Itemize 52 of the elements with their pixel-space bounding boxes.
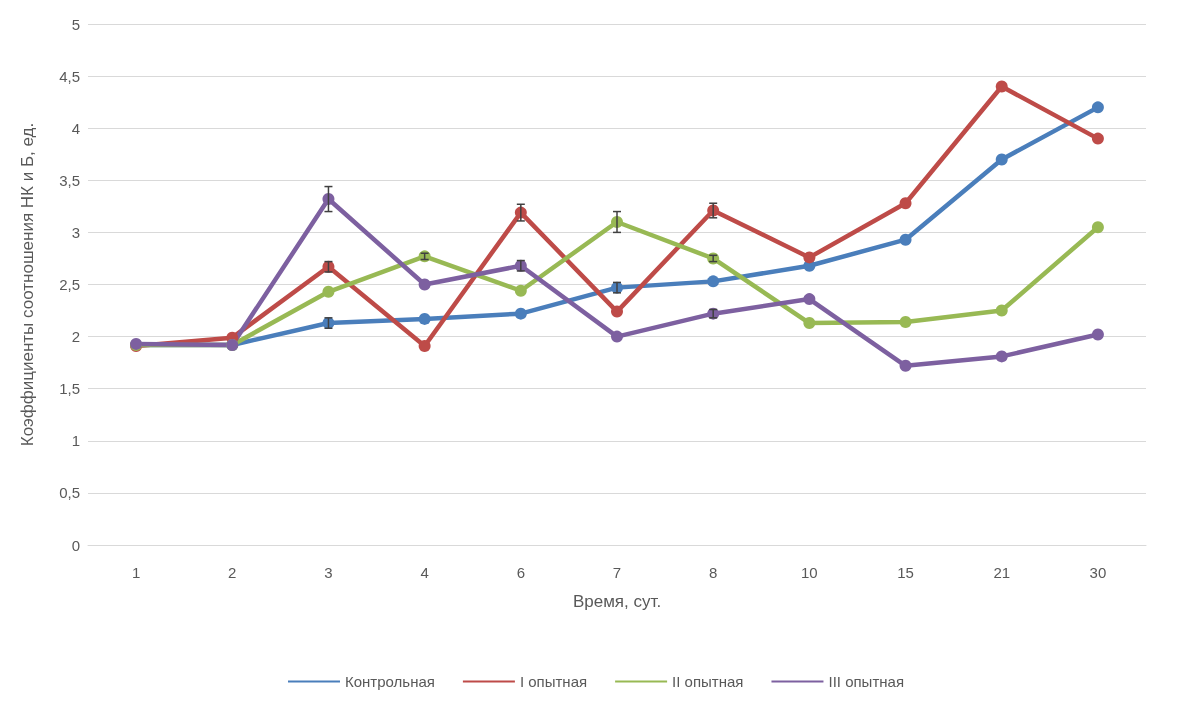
y-tick-label: 0,5 [59,484,80,502]
x-tick-label: 1 [131,564,141,581]
legend-label: III опытная [828,673,905,690]
point [514,284,527,297]
x-tick-label: 3 [324,564,333,581]
x-tick-label: 8 [709,564,718,581]
point [1091,221,1104,234]
x-tick-label: 30 [1089,564,1107,581]
legend-label: Контрольная [345,673,435,690]
point [418,339,431,352]
y-tick-label: 2 [71,328,80,346]
x-tick-label: 4 [420,564,429,581]
point [899,233,912,246]
point [1091,328,1104,341]
legend-label: II опытная [672,673,744,690]
x-tick-label: 15 [897,564,914,581]
y-tick-label: 5 [71,15,80,33]
point [322,285,335,298]
y-tick-label: 1,5 [59,380,80,398]
legend-label: I опытная [519,673,588,690]
y-tick-label: 3,5 [59,171,80,189]
x-tick-label: 2 [228,564,237,581]
point [803,293,816,306]
x-tick-label: 21 [993,564,1011,581]
point [899,316,912,329]
y-axis-title: Коэффициенты соотношения НК и Б, ед. [18,122,37,447]
y-tick-label: 1 [71,432,80,450]
point [514,307,527,320]
point [1091,101,1104,114]
point [995,80,1008,93]
point [803,251,816,264]
point [899,359,912,372]
point [707,275,720,288]
point [995,153,1008,166]
y-tick-label: 2,5 [59,276,80,293]
point [995,304,1008,317]
x-axis-title: Время, сут. [572,592,662,611]
y-tick-label: 0 [71,536,80,554]
x-tick-label: 7 [612,564,622,581]
point [418,278,431,291]
point [418,312,431,325]
point [1091,132,1104,145]
point [611,330,623,343]
point [803,317,816,330]
y-tick-label: 4,5 [59,67,80,85]
y-tick-label: 4 [71,119,80,137]
x-tick-label: 10 [801,564,818,581]
point [899,197,912,210]
point [995,350,1008,363]
point [611,305,623,318]
y-tick-label: 3 [71,223,80,241]
x-tick-label: 6 [516,564,525,581]
